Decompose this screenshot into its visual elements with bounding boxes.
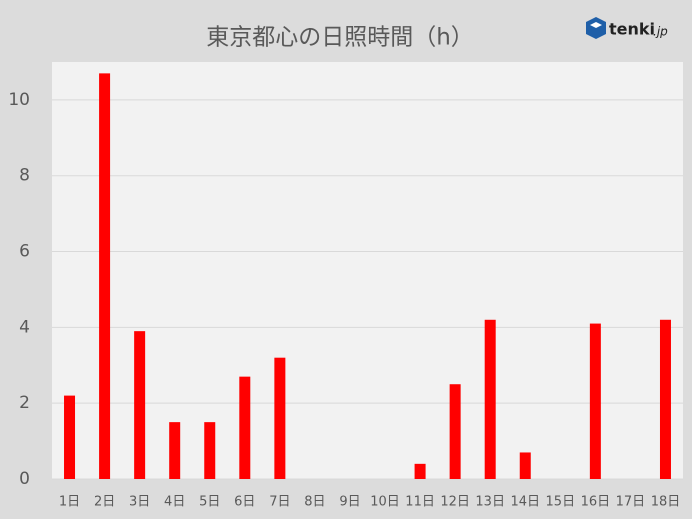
x-tick-label: 14日 [510, 495, 540, 510]
bar [414, 463, 426, 479]
x-tick-label: 17日 [616, 495, 646, 510]
bar [64, 395, 76, 479]
x-tick-label: 15日 [546, 495, 576, 510]
y-tick-label: 8 [19, 166, 30, 186]
bar [274, 357, 286, 479]
plot-area [52, 62, 683, 479]
y-tick-label: 4 [19, 317, 30, 337]
bar [449, 384, 461, 479]
y-tick-label: 2 [19, 393, 30, 413]
x-tick-label: 10日 [370, 495, 400, 510]
bar [134, 331, 146, 479]
x-tick-label: 2日 [94, 495, 115, 510]
x-tick-label: 12日 [440, 495, 470, 510]
bar [519, 452, 531, 479]
logo-icon-top [590, 22, 602, 28]
x-tick-label: 3日 [129, 495, 150, 510]
bar [204, 422, 216, 479]
x-tick-label: 7日 [269, 495, 290, 510]
y-tick-label: 6 [19, 242, 30, 262]
x-tick-label: 5日 [199, 495, 220, 510]
bar [239, 376, 251, 479]
x-tick-label: 16日 [581, 495, 611, 510]
chart-title: 東京都心の日照時間（h） [206, 25, 474, 51]
x-tick-label: 8日 [304, 495, 325, 510]
x-tick-label: 1日 [59, 495, 80, 510]
y-tick-label: 0 [19, 469, 30, 489]
logo: tenki .jp [586, 17, 668, 39]
bar [99, 73, 111, 479]
bar [589, 323, 601, 479]
x-tick-label: 18日 [651, 495, 681, 510]
logo-text: tenki [609, 20, 655, 39]
bar [659, 319, 671, 479]
bar [169, 422, 181, 479]
x-tick-label: 4日 [164, 495, 185, 510]
y-tick-label: 10 [8, 90, 30, 110]
x-tick-label: 13日 [475, 495, 505, 510]
x-tick-label: 9日 [339, 495, 360, 510]
x-tick-label: 6日 [234, 495, 255, 510]
logo-suffix: .jp [653, 25, 668, 39]
x-tick-label: 11日 [405, 495, 435, 510]
bar [484, 319, 496, 479]
